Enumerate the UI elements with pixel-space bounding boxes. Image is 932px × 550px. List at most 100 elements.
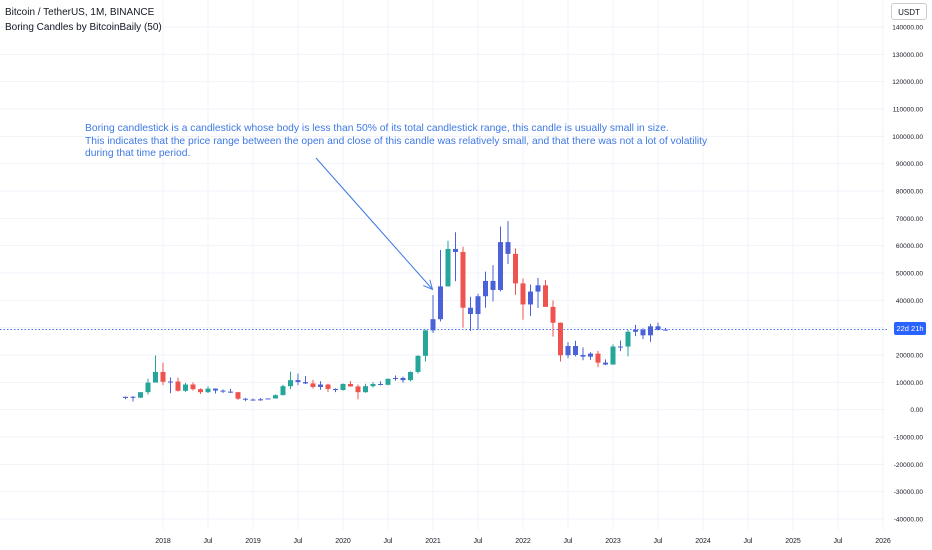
x-tick-label: Jul [204,538,213,545]
candle-body [610,346,616,365]
candle-body [258,399,263,401]
candle-body [348,383,353,387]
candle-body [355,386,361,393]
x-tick-label: 2024 [695,538,711,545]
candle-body [295,380,301,383]
candle-body [445,248,451,287]
candle-body [558,322,563,356]
candle-body [273,395,278,399]
candle-body [138,392,143,398]
candle-body [468,307,473,314]
x-tick-label: 2023 [605,538,621,545]
y-tick-label: 70000.00 [896,216,923,223]
y-tick-label: 10000.00 [896,380,923,387]
candle-body [168,381,173,383]
candle-body [513,253,518,284]
x-tick-label: 2025 [785,538,801,545]
y-tick-label: -30000.00 [894,489,924,496]
annotation-line-1: Boring candlestick is a candlestick whos… [85,123,669,134]
annotation-arrowhead [423,279,434,291]
candle-body [175,381,181,391]
x-tick-label: 2018 [155,538,171,545]
candle-body [520,283,526,305]
currency-button[interactable]: USDT [891,3,927,20]
x-tick-label: Jul [384,538,393,545]
y-tick-label: 0.00 [910,407,923,414]
annotation-text[interactable]: Boring candlestick is a candlestick whos… [85,123,725,161]
y-tick-label: 40000.00 [896,298,923,305]
symbol-title: Bitcoin / TetherUS, 1M, BINANCE [5,7,155,18]
candle-body [505,242,511,254]
y-tick-label: 90000.00 [896,161,923,168]
candle-body [498,242,503,290]
candle-body [603,362,608,365]
candle-body [528,291,533,305]
candle-body [535,285,541,292]
indicator-title[interactable]: Boring Candles by BitcoinBaily (50) [5,22,162,33]
candle-body [303,382,308,384]
y-tick-label: -20000.00 [894,462,924,469]
y-tick-label: 50000.00 [896,271,923,278]
y-tick-label: -10000.00 [894,435,924,442]
candle-body [543,285,548,307]
y-tick-label: 100000.00 [892,134,923,141]
candle-body [573,345,578,355]
annotation-line-2: This indicates that the price range betw… [85,135,708,160]
y-tick-label: 140000.00 [892,25,923,32]
candle-body [235,392,241,399]
candle-body [160,371,166,382]
candle-body [220,390,226,392]
candle-body [280,386,286,396]
candle-body [625,331,631,347]
candle-body [318,384,323,387]
candle-body [310,383,316,387]
annotation-arrow-line [315,157,433,290]
y-tick-label: 60000.00 [896,243,923,250]
candle-body [453,248,458,252]
candle-body [370,383,376,387]
candle-body [550,306,556,323]
candle-body [633,329,638,332]
candle-body [415,355,421,372]
candle-body [378,383,383,385]
x-tick-label: 2020 [335,538,351,545]
candle-body [408,371,413,381]
x-tick-label: Jul [654,538,663,545]
candle-body [565,345,571,356]
candle-body [655,326,661,330]
x-tick-label: 2021 [425,538,441,545]
y-tick-label: 80000.00 [896,189,923,196]
y-tick-label: 20000.00 [896,353,923,360]
candle-body [423,330,428,356]
y-tick-label: 110000.00 [893,107,924,114]
candle-body [183,384,188,391]
candle-body [400,377,406,381]
candle-body [663,329,668,331]
x-tick-label: Jul [834,538,843,545]
x-tick-label: Jul [474,538,483,545]
candle-body [393,377,398,379]
candle-body [430,319,436,331]
y-tick-label: 120000.00 [892,79,923,86]
candle-body [243,398,248,400]
candle-body [333,388,338,390]
candle-body [460,251,466,308]
candle-body [325,384,331,389]
candle-body [438,286,443,320]
x-tick-label: Jul [294,538,303,545]
candle-body [145,382,151,393]
x-tick-label: 2019 [245,538,261,545]
x-tick-label: Jul [564,538,573,545]
candle-body [363,386,368,393]
candle-body [588,353,593,357]
candle-body [618,346,623,348]
y-tick-label: 130000.00 [892,52,923,59]
candle-body [475,296,481,314]
y-tick-label: -40000.00 [894,517,924,524]
candle-body [205,388,211,393]
candle-body [580,355,586,357]
candle-body [198,389,203,393]
candle-body [130,396,136,398]
candle-body [490,280,496,290]
